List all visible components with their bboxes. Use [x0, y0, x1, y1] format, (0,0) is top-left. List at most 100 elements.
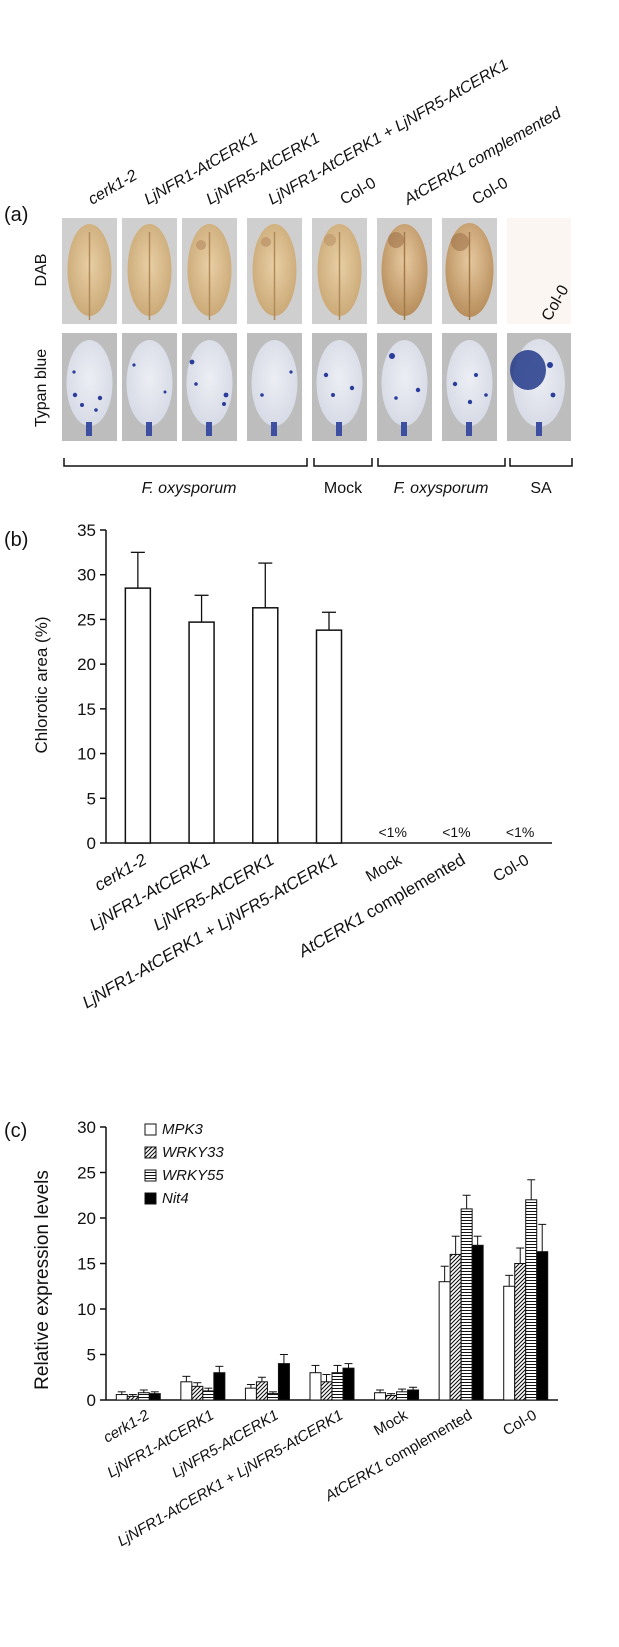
b-y-tick-label: 35 [77, 521, 96, 540]
c-bar-mpk3 [244, 1387, 257, 1401]
blue-tile-6 [377, 333, 432, 441]
bracket-3 [377, 458, 506, 467]
c-legend-swatch [144, 1192, 157, 1205]
c-bar-wrky33 [449, 1253, 462, 1401]
blue-tile-2 [122, 333, 177, 441]
bracket-4 [509, 458, 573, 467]
panel-a: (a) cerk1-2 LjNFR1-AtCERK1 LjNFR5-AtCERK… [4, 57, 573, 497]
c-y-tick-label: 0 [87, 1391, 96, 1410]
col-label-3: LjNFR5-AtCERK1 [204, 130, 323, 209]
c-bar-wrky55 [137, 1392, 150, 1401]
panel-c-chart: (c) Relative expression levels 0 5 10 15 20 2… [4, 1118, 558, 1550]
c-legend-label: WRKY33 [162, 1144, 224, 1161]
b-x-tick-label: Mock [363, 851, 405, 885]
c-legend-label: WRKY55 [162, 1167, 224, 1184]
b-bar [188, 621, 215, 844]
dab-tile-6 [377, 218, 432, 324]
blue-tile-7 [442, 333, 497, 441]
bracket-label-3: F. oxysporum [394, 480, 489, 497]
c-bar-wrky33 [255, 1381, 268, 1401]
c-bar-wrky33 [126, 1395, 139, 1401]
c-x-tick-label-part: AtCERK1 [321, 1458, 386, 1505]
c-bar-wrky55 [266, 1393, 279, 1401]
c-x-tick-label: Mock [371, 1406, 411, 1439]
c-x-tick-label: LjNFR1-AtCERK1 [104, 1407, 216, 1482]
b-bar [124, 587, 152, 844]
blue-tile-sa [507, 333, 571, 441]
b-y-tick-label: 0 [87, 834, 96, 853]
typan-blue-row [62, 333, 571, 441]
b-y-axis-label: Chlorotic area (%) [32, 617, 51, 754]
c-bar-wrky33 [191, 1385, 204, 1401]
blue-tile-5 [312, 333, 367, 441]
b-x-tick-label-part: complemented [358, 850, 468, 925]
c-bar-mpk3 [503, 1285, 516, 1401]
c-y-tick-label: 10 [77, 1300, 96, 1319]
c-x-tick-label: LjNFR5-AtCERK1 [169, 1407, 281, 1482]
c-x-tick-label: LjNFR1-AtCERK1 + LjNFR5-AtCERK1 [115, 1407, 346, 1550]
c-bar-nit4 [148, 1393, 161, 1401]
b-y-tick-label: 20 [77, 655, 96, 674]
col-label-7: Col-0 [470, 175, 512, 209]
c-bar-wrky55 [396, 1391, 409, 1401]
c-bar-nit4 [342, 1367, 355, 1401]
c-y-axis-label: Relative expression levels [32, 1170, 53, 1390]
c-y-tick-label: 25 [77, 1164, 96, 1183]
b-value-label: <1% [442, 824, 470, 840]
b-y-tick-label: 25 [77, 610, 96, 629]
c-bar-mpk3 [309, 1372, 322, 1401]
c-bar-wrky55 [331, 1372, 344, 1401]
group-brackets [63, 458, 573, 467]
bracket-label-4: SA [530, 480, 552, 497]
c-bar-wrky33 [514, 1263, 527, 1401]
b-bar [315, 629, 343, 844]
panel-b-label: (b) [4, 529, 28, 551]
c-bar-nit4 [407, 1389, 420, 1401]
c-bar-wrky55 [202, 1390, 215, 1401]
c-y-tick-label: 5 [87, 1346, 96, 1365]
c-legend-swatch [144, 1146, 157, 1159]
c-bar-nit4 [536, 1251, 549, 1401]
bracket-1 [63, 458, 308, 467]
blue-tile-4 [247, 333, 302, 441]
c-bar-mpk3 [438, 1281, 451, 1401]
c-bar-mpk3 [180, 1381, 193, 1401]
dab-tile-1 [62, 218, 117, 324]
blue-tile-3 [182, 333, 237, 441]
dab-tile-sa-empty [507, 218, 571, 324]
c-legend-swatch [144, 1123, 157, 1136]
bracket-label-2: Mock [324, 480, 363, 497]
b-y-tick-label: 5 [87, 789, 96, 808]
dab-tile-4 [247, 218, 302, 324]
c-bar-mpk3 [374, 1392, 387, 1401]
blue-tile-1 [62, 333, 117, 441]
dab-tile-2 [122, 218, 177, 324]
b-bar [252, 607, 279, 844]
c-bar-wrky55 [525, 1199, 538, 1401]
dab-row: Col-0 [62, 218, 573, 324]
c-x-tick-label: cerk1-2 [100, 1406, 152, 1446]
col-label-5: Col-0 [338, 175, 380, 209]
b-y-tick-label: 10 [77, 745, 96, 764]
c-bar-nit4 [471, 1244, 484, 1401]
row-label-dab: DAB [33, 254, 50, 287]
b-x-tick-label-part: AtCERK1 [294, 908, 367, 961]
dab-tile-3 [182, 218, 237, 324]
col-label-2: LjNFR1-AtCERK1 [142, 130, 261, 209]
c-legend-swatch [144, 1169, 157, 1182]
b-y-tick-label: 15 [77, 700, 96, 719]
row-label-typan-blue: Typan blue [33, 349, 50, 427]
bracket-label-1: F. oxysporum [142, 480, 237, 497]
c-bar-nit4 [213, 1372, 226, 1401]
col-label-4: LjNFR1-AtCERK1 + LjNFR5-AtCERK1 [266, 57, 512, 209]
c-bar-wrky55 [460, 1208, 473, 1401]
b-x-tick-label: Col-0 [491, 852, 533, 886]
dab-tile-7 [442, 218, 497, 324]
c-y-tick-label: 20 [77, 1209, 96, 1228]
dab-tile-5 [312, 218, 367, 324]
c-bar-wrky33 [320, 1381, 333, 1401]
b-y-tick-label: 30 [77, 566, 96, 585]
panel-a-label: (a) [4, 204, 28, 226]
c-bar-wrky33 [385, 1394, 398, 1401]
col-label-1: cerk1-2 [86, 167, 141, 208]
